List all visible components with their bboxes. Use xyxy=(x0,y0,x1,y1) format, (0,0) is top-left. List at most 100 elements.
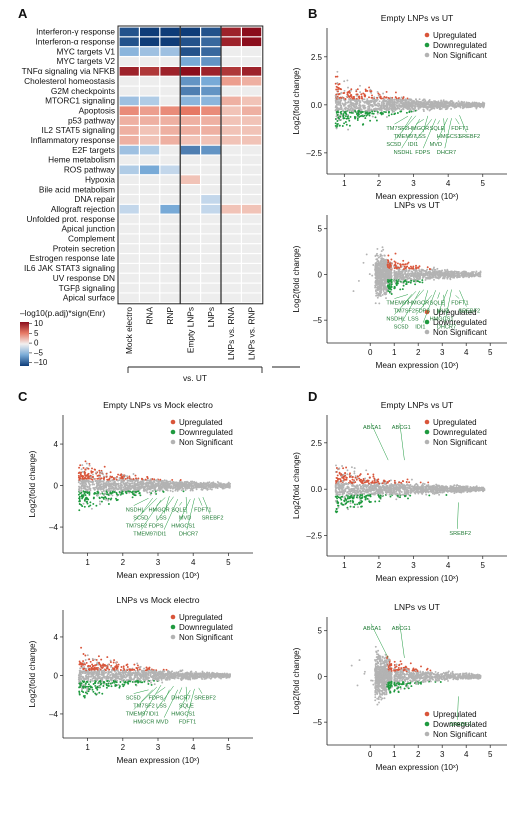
scatter-point xyxy=(336,125,339,128)
scatter-point xyxy=(379,295,382,297)
scatter-point xyxy=(424,269,426,272)
scatter-point xyxy=(105,498,107,501)
heatmap-cell xyxy=(119,106,139,116)
scatter-point xyxy=(226,485,229,488)
heatmap-cell xyxy=(180,175,200,184)
scatter-point xyxy=(396,100,399,103)
scatter-point xyxy=(85,462,88,465)
scatter-point xyxy=(126,476,129,479)
scatter-point xyxy=(471,273,474,276)
scatter-point xyxy=(446,268,449,271)
scatter-point xyxy=(433,266,435,269)
scatter-point xyxy=(335,100,338,103)
gene-label: SREBF2 xyxy=(458,134,480,140)
scatter-point xyxy=(386,101,389,104)
heatmap-cell xyxy=(242,195,262,204)
scatter-point xyxy=(450,274,453,277)
scatter-point xyxy=(109,489,112,492)
y-tick-label: –5 xyxy=(313,316,322,325)
heatmap-cell xyxy=(242,204,262,214)
scatter-point xyxy=(140,477,143,480)
scatter-point xyxy=(378,282,381,285)
scatter-point xyxy=(394,107,397,110)
heatmap-cell xyxy=(180,86,200,96)
scatter-point xyxy=(103,479,105,482)
scatter-point xyxy=(452,276,454,279)
heatmap-cell xyxy=(140,116,160,125)
scatter-point xyxy=(88,464,91,467)
x-tick-label: 4 xyxy=(464,348,469,357)
heatmap-cell xyxy=(160,214,180,224)
scatter-point xyxy=(394,91,397,94)
scatter-point xyxy=(116,488,119,491)
scatter-point xyxy=(418,98,421,101)
scatter-point xyxy=(83,505,86,508)
scatter-point xyxy=(441,272,444,275)
scatter-point xyxy=(168,486,171,488)
scatter-point xyxy=(444,272,447,275)
scatter-point xyxy=(91,480,94,483)
heatmap-cell xyxy=(201,234,221,244)
y-axis-label: Log2(fold change) xyxy=(291,245,301,312)
scatter-point xyxy=(208,484,211,487)
scatter-point xyxy=(393,113,396,116)
scatter-point xyxy=(219,485,222,488)
scatter-point xyxy=(93,488,96,491)
scatter-point xyxy=(376,282,378,285)
scatter-point xyxy=(125,487,128,490)
scatter-point xyxy=(142,479,145,482)
scatter-point xyxy=(339,114,342,117)
scatter-point xyxy=(103,494,105,497)
scatter-point xyxy=(386,273,389,276)
scatter-point xyxy=(357,109,360,112)
scatter-point xyxy=(397,266,399,269)
scatter-point xyxy=(340,108,343,110)
scatter-point xyxy=(375,261,378,264)
heatmap-cell xyxy=(160,264,180,273)
scatter-point xyxy=(386,269,389,272)
scatter-point xyxy=(404,269,407,272)
gene-label: TM7SF2 xyxy=(394,309,415,315)
scatter-point xyxy=(337,103,340,106)
scatter-point xyxy=(335,115,338,118)
scatter-point xyxy=(461,272,464,275)
scatter-point xyxy=(336,75,339,78)
scatter-point xyxy=(395,97,398,100)
gene-label: FDPS xyxy=(415,150,430,156)
row-label: MYC targets V2 xyxy=(56,56,115,66)
heatmap-cell xyxy=(160,27,180,37)
scatter-point xyxy=(402,108,405,111)
scatter-point xyxy=(112,477,115,479)
scatter-point xyxy=(349,91,351,94)
scatter-point xyxy=(410,267,413,270)
scatter-point xyxy=(97,486,100,489)
scatter-point xyxy=(177,485,180,487)
scatter-point xyxy=(80,489,83,492)
scatter-point xyxy=(398,279,401,282)
scatter-point xyxy=(383,265,386,268)
row-label: Cholesterol homeostasis xyxy=(24,76,115,86)
scatter-point xyxy=(160,487,163,490)
gene-label-leader xyxy=(394,115,409,125)
heatmap-cell xyxy=(180,37,200,47)
scatter-point xyxy=(394,108,397,111)
heatmap-cell xyxy=(242,86,262,96)
scatter-point xyxy=(385,90,388,93)
scatter-point xyxy=(393,100,396,103)
gene-label: NSDHL xyxy=(386,317,405,323)
heatmap-cell xyxy=(180,264,200,273)
heatmap-cell xyxy=(201,264,221,273)
scatter-point xyxy=(382,106,385,109)
scatter-point xyxy=(146,482,149,485)
scatter-point xyxy=(163,479,166,482)
scatter-point xyxy=(153,486,156,489)
scatter-point xyxy=(210,488,213,491)
scatter-point xyxy=(350,106,353,109)
row-label: Complement xyxy=(68,234,116,244)
heatmap-cell xyxy=(221,175,241,184)
scatter-point xyxy=(347,86,349,89)
row-label: Unfolded prot. response xyxy=(26,214,115,224)
gene-label-leader xyxy=(455,295,460,299)
scatter-point xyxy=(203,486,206,489)
heatmap-cell xyxy=(242,135,262,145)
